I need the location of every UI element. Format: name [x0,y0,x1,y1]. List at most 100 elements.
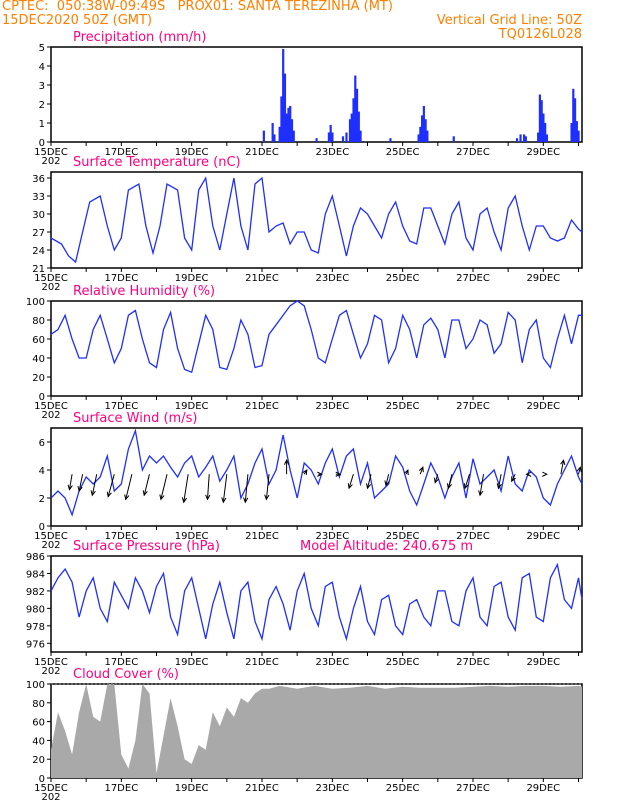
wind-arrow-head [433,477,439,484]
cloud-xtick-label: 21DEC [245,783,279,794]
wind-xtick-label: 29DEC [526,531,560,542]
wind-arrow-head [243,497,249,504]
pressure-series-line [50,562,583,642]
rh-xtick-label: 21DEC [245,401,279,412]
wind-arrow [511,473,516,482]
temp-panel: 21 24 27 30 33 36 15DEC 17DEC 19DEC 21DEC 23DEC 25D… [32,155,583,293]
precip-ytick-label: 3 [39,81,45,92]
cloud-ytick-label: 40 [32,736,45,747]
wind-arrow-head [67,484,73,491]
rh-ytick-label: 60 [32,335,45,346]
precip-bar [422,105,425,142]
precip-bar [287,107,290,142]
pressure-xtick-label: 21DEC [245,657,279,668]
precip-bar [273,134,276,142]
precip-ytick-label: 4 [39,62,45,73]
precip-xtick-label: 29DEC [526,147,560,158]
wind-arrow [497,474,502,489]
precip-xtick-label: 17DEC [104,147,138,158]
header-date-line: 15DEC2020 50Z (GMT) [2,13,153,28]
pressure-xtick-label: 25DEC [386,657,420,668]
wind-arrow [577,467,581,475]
pressure-ytick-label: 978 [26,622,45,633]
cloud-year-label: 202 [41,792,60,800]
precip-bar [329,124,332,142]
precip-bar [285,113,288,142]
wind-arrow-head [446,483,452,490]
header-model-id: TQ0126L028 [498,27,582,42]
precip-xtick-label: 25DEC [386,147,420,158]
precip-bar [357,111,360,142]
precip-ytick-label: 1 [39,119,45,130]
wind-arrow-head [221,497,227,504]
precip-ytick-label: 0 [39,138,45,149]
precip-bar [544,123,547,142]
cloud-cover-area [51,684,582,778]
wind-arrow-head [384,480,390,487]
wind-arrow [78,474,84,492]
wind-arrow [419,467,424,475]
temp-xtick-label: 25DEC [386,273,420,284]
temp-xtick-label: 17DEC [104,273,138,284]
wind-arrow [385,474,390,486]
cloud-xtick-label: 29DEC [526,783,560,794]
temp-frame [50,171,583,269]
pressure-ytick-label: 976 [26,639,45,650]
wind-arrow-head [418,466,424,473]
rh-frame [50,300,583,397]
wind-xtick-label: 23DEC [315,531,349,542]
wind-arrow-head [159,494,165,501]
precip-bar [519,134,522,142]
pressure-ytick-label: 984 [26,569,45,580]
wind-arrow-head [124,494,130,501]
wind-arrow-head [365,483,372,490]
precip-bar [417,134,420,142]
pressure-panel: 976 978 980 982 984 986 15DEC 17DEC 19DEC 21DEC 23… [26,539,583,677]
wind-arrow [348,474,354,489]
temp-xtick-label: 29DEC [526,273,560,284]
wind-arrow [68,474,73,490]
wind-arrow [107,474,115,497]
wind-arrow [479,474,485,496]
wind-arrow-head [478,490,484,497]
wind-arrow-head [264,494,270,501]
precip-bar [290,119,294,142]
temp-xtick-label: 19DEC [175,273,209,284]
precip-bar [289,105,292,142]
precip-bar [315,138,318,142]
precip-bar [352,98,355,142]
precip-title: Precipitation (mm/h) [73,30,206,45]
temp-xtick-label: 21DEC [245,273,279,284]
pressure-xtick-label: 29DEC [526,657,560,668]
precip-xtick-label: 21DEC [245,147,279,158]
wind-arrow [125,474,133,500]
precip-xtick-label: 23DEC [315,147,349,158]
rh-series-line [50,300,582,374]
wind-arrow-head [496,483,502,490]
wind-arrow [265,474,270,500]
pressure-xtick-label: 19DEC [175,657,209,668]
wind-arrow [143,474,150,496]
wind-arrow [91,474,98,496]
header-station-line: CPTEC: 050:38W-09:49S PROX01: SANTA TERE… [2,0,393,14]
wind-xtick-label: 17DEC [104,531,138,542]
wind-arrow-head [335,471,342,477]
precip-bar [389,138,392,142]
precip-xtick-label: 15DEC [34,147,68,158]
precip-bar [359,130,362,142]
wind-arrow-head [205,494,211,501]
precip-bar [577,130,580,142]
chart-header: CPTEC: 050:38W-09:49S PROX01: SANTA TERE… [0,0,618,44]
cloud-xtick-label: 15DEC [34,783,68,794]
temp-title: Surface Temperature (nC) [73,155,241,170]
cloud-title: Cloud Cover (%) [73,667,179,682]
precip-bar [572,88,575,142]
precip-bar [419,126,422,142]
wind-xtick-label: 21DEC [245,531,279,542]
wind-arrow [367,474,372,489]
precip-bar [278,126,281,142]
precip-bar [522,134,526,142]
wind-arrow-head [181,497,188,504]
temp-ytick-label: 36 [32,174,45,185]
precip-bar [540,100,543,142]
